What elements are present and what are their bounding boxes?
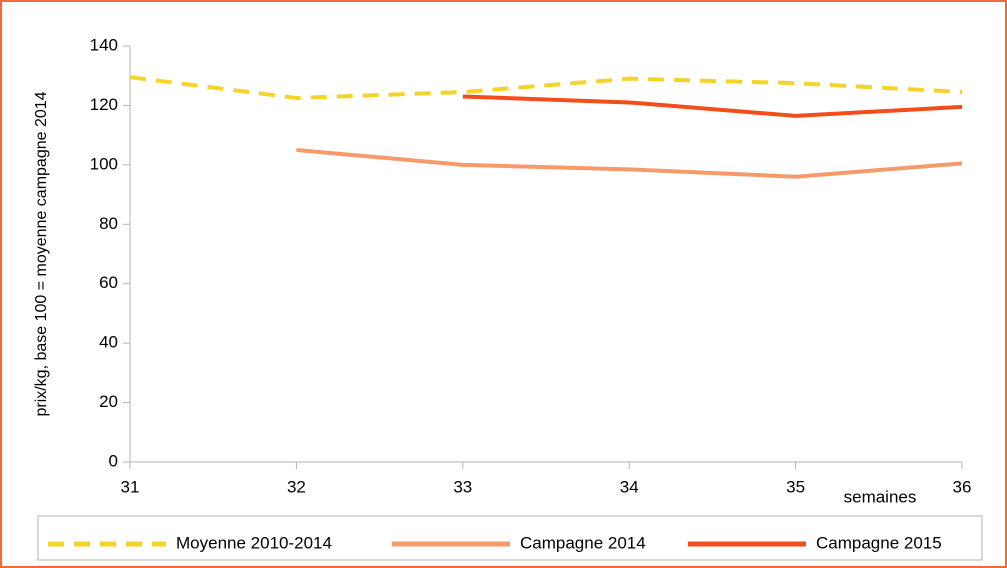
y-tick-label: 60: [99, 273, 118, 292]
y-tick-label: 140: [90, 35, 118, 54]
series-line: [129, 75, 963, 101]
x-tick-label: 31: [121, 477, 140, 496]
y-tick-label: 120: [90, 95, 118, 114]
legend-label: Moyenne 2010-2014: [176, 533, 332, 552]
x-axis-label: semaines: [844, 487, 917, 506]
y-tick-label: 100: [90, 154, 118, 173]
y-axis-label: prix/kg, base 100 = moyenne campagne 201…: [33, 91, 50, 416]
x-tick-label: 36: [953, 477, 972, 496]
y-tick-label: 0: [109, 451, 118, 470]
y-tick-label: 40: [99, 333, 118, 352]
series-line: [462, 94, 963, 118]
legend-label: Campagne 2014: [520, 533, 646, 552]
x-tick-label: 34: [620, 477, 639, 496]
legend-label: Campagne 2015: [816, 533, 942, 552]
series-line: [296, 148, 963, 179]
x-tick-label: 33: [453, 477, 472, 496]
x-tick-label: 35: [786, 477, 805, 496]
legend-box: [37, 515, 983, 561]
x-tick-label: 32: [287, 477, 306, 496]
y-tick-label: 80: [99, 214, 118, 233]
y-tick-label: 20: [99, 392, 118, 411]
